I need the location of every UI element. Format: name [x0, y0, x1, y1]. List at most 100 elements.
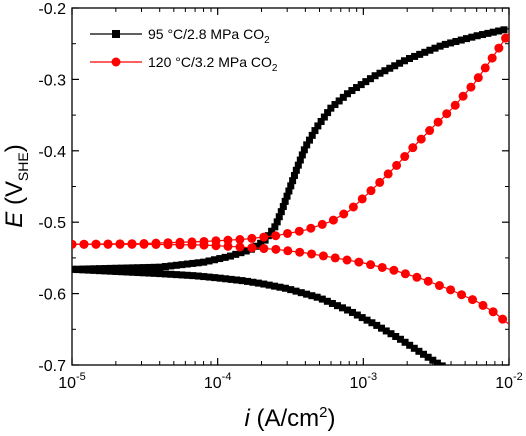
- data-point-square: [194, 272, 202, 280]
- data-point-circle: [139, 239, 149, 249]
- data-point-square: [468, 33, 476, 41]
- data-point-square: [139, 269, 147, 277]
- data-point-square: [411, 52, 419, 60]
- data-point-circle: [501, 33, 509, 43]
- data-point-square: [328, 299, 336, 307]
- data-point-circle: [423, 276, 433, 286]
- data-point-square: [324, 109, 332, 117]
- x-axis-title: i (A/cm2): [244, 404, 335, 432]
- data-point-square: [401, 338, 409, 346]
- data-point-square: [281, 197, 289, 205]
- data-point-square: [308, 292, 316, 300]
- legend: 95 °C/2.8 MPa CO2 120 °C/3.2 MPa CO2: [90, 26, 278, 74]
- data-point-square: [298, 151, 306, 159]
- data-point-square: [489, 28, 497, 36]
- data-point-circle: [478, 300, 488, 310]
- data-point-square: [84, 265, 92, 273]
- data-point-circle: [487, 53, 497, 63]
- data-point-square: [305, 136, 313, 144]
- data-point-circle: [271, 244, 281, 254]
- data-point-square: [72, 265, 76, 273]
- data-point-circle: [442, 109, 452, 119]
- data-point-square: [265, 281, 273, 289]
- data-point-square: [172, 261, 180, 269]
- data-point-circle: [318, 251, 328, 261]
- data-point-circle: [466, 82, 476, 92]
- data-point-square: [479, 31, 487, 39]
- x-tick-label: 10-2: [495, 371, 523, 392]
- data-point-circle: [458, 91, 468, 101]
- y-tick-label: -0.4: [38, 144, 66, 161]
- data-point-square: [348, 308, 356, 316]
- data-point-square: [242, 247, 250, 255]
- data-point-circle: [377, 262, 387, 272]
- data-point-square: [216, 255, 224, 263]
- data-point-square: [283, 192, 291, 200]
- data-point-circle: [494, 43, 504, 53]
- data-point-square: [249, 278, 257, 286]
- data-point-square: [134, 269, 142, 277]
- data-point-square: [178, 261, 186, 269]
- data-point-square: [260, 280, 268, 288]
- data-point-square: [431, 44, 439, 52]
- data-point-square: [405, 54, 413, 62]
- data-point-square: [95, 265, 103, 273]
- data-point-square: [101, 265, 109, 273]
- data-point-square: [257, 239, 265, 247]
- data-point-square: [343, 90, 351, 98]
- legend-marker-square: [112, 30, 120, 38]
- data-point-square: [313, 293, 321, 301]
- data-point-square: [287, 182, 295, 190]
- data-point-square: [376, 69, 384, 77]
- data-point-square: [391, 62, 399, 70]
- y-tick-label: -0.5: [38, 215, 66, 232]
- data-point-circle: [488, 307, 498, 317]
- data-point-circle: [259, 244, 269, 254]
- data-point-square: [273, 218, 281, 226]
- data-point-circle: [79, 239, 89, 249]
- series-1: [72, 26, 509, 365]
- data-point-circle: [307, 249, 317, 259]
- data-point-square: [436, 42, 444, 50]
- data-point-square: [200, 273, 208, 281]
- data-point-square: [79, 265, 87, 273]
- data-point-circle: [223, 235, 233, 245]
- data-point-square: [222, 275, 230, 283]
- data-point-square: [211, 274, 219, 282]
- x-tick-label: 10-5: [58, 371, 86, 392]
- data-point-circle: [425, 126, 435, 136]
- data-point-circle: [115, 239, 125, 249]
- data-point-square: [73, 265, 81, 273]
- data-point-square: [123, 268, 131, 276]
- data-point-square: [420, 350, 428, 358]
- data-point-square: [205, 257, 213, 265]
- data-point-square: [294, 161, 302, 169]
- data-point-circle: [480, 63, 490, 73]
- data-point-square: [392, 332, 400, 340]
- data-point-circle: [408, 143, 418, 153]
- data-point-square: [156, 270, 164, 278]
- data-point-square: [463, 35, 471, 43]
- data-point-square: [344, 306, 352, 314]
- data-point-square: [318, 295, 326, 303]
- data-point-square: [353, 84, 361, 92]
- data-point-square: [128, 264, 136, 272]
- data-point-square: [167, 262, 175, 270]
- data-point-circle: [339, 209, 349, 219]
- data-point-square: [327, 104, 335, 112]
- data-point-circle: [271, 231, 281, 241]
- data-point-square: [139, 264, 147, 272]
- data-point-square: [401, 57, 409, 65]
- data-point-square: [216, 274, 224, 282]
- legend-marker-circle: [111, 57, 121, 67]
- data-point-circle: [91, 239, 101, 249]
- y-tick-label: -0.7: [38, 358, 66, 375]
- data-point-square: [156, 263, 164, 271]
- data-point-square: [314, 122, 322, 130]
- data-point-circle: [450, 100, 460, 110]
- data-point-circle: [354, 257, 364, 267]
- data-point-circle: [282, 228, 292, 238]
- data-point-square: [264, 232, 272, 240]
- data-point-square: [287, 286, 295, 294]
- data-point-square: [117, 264, 125, 272]
